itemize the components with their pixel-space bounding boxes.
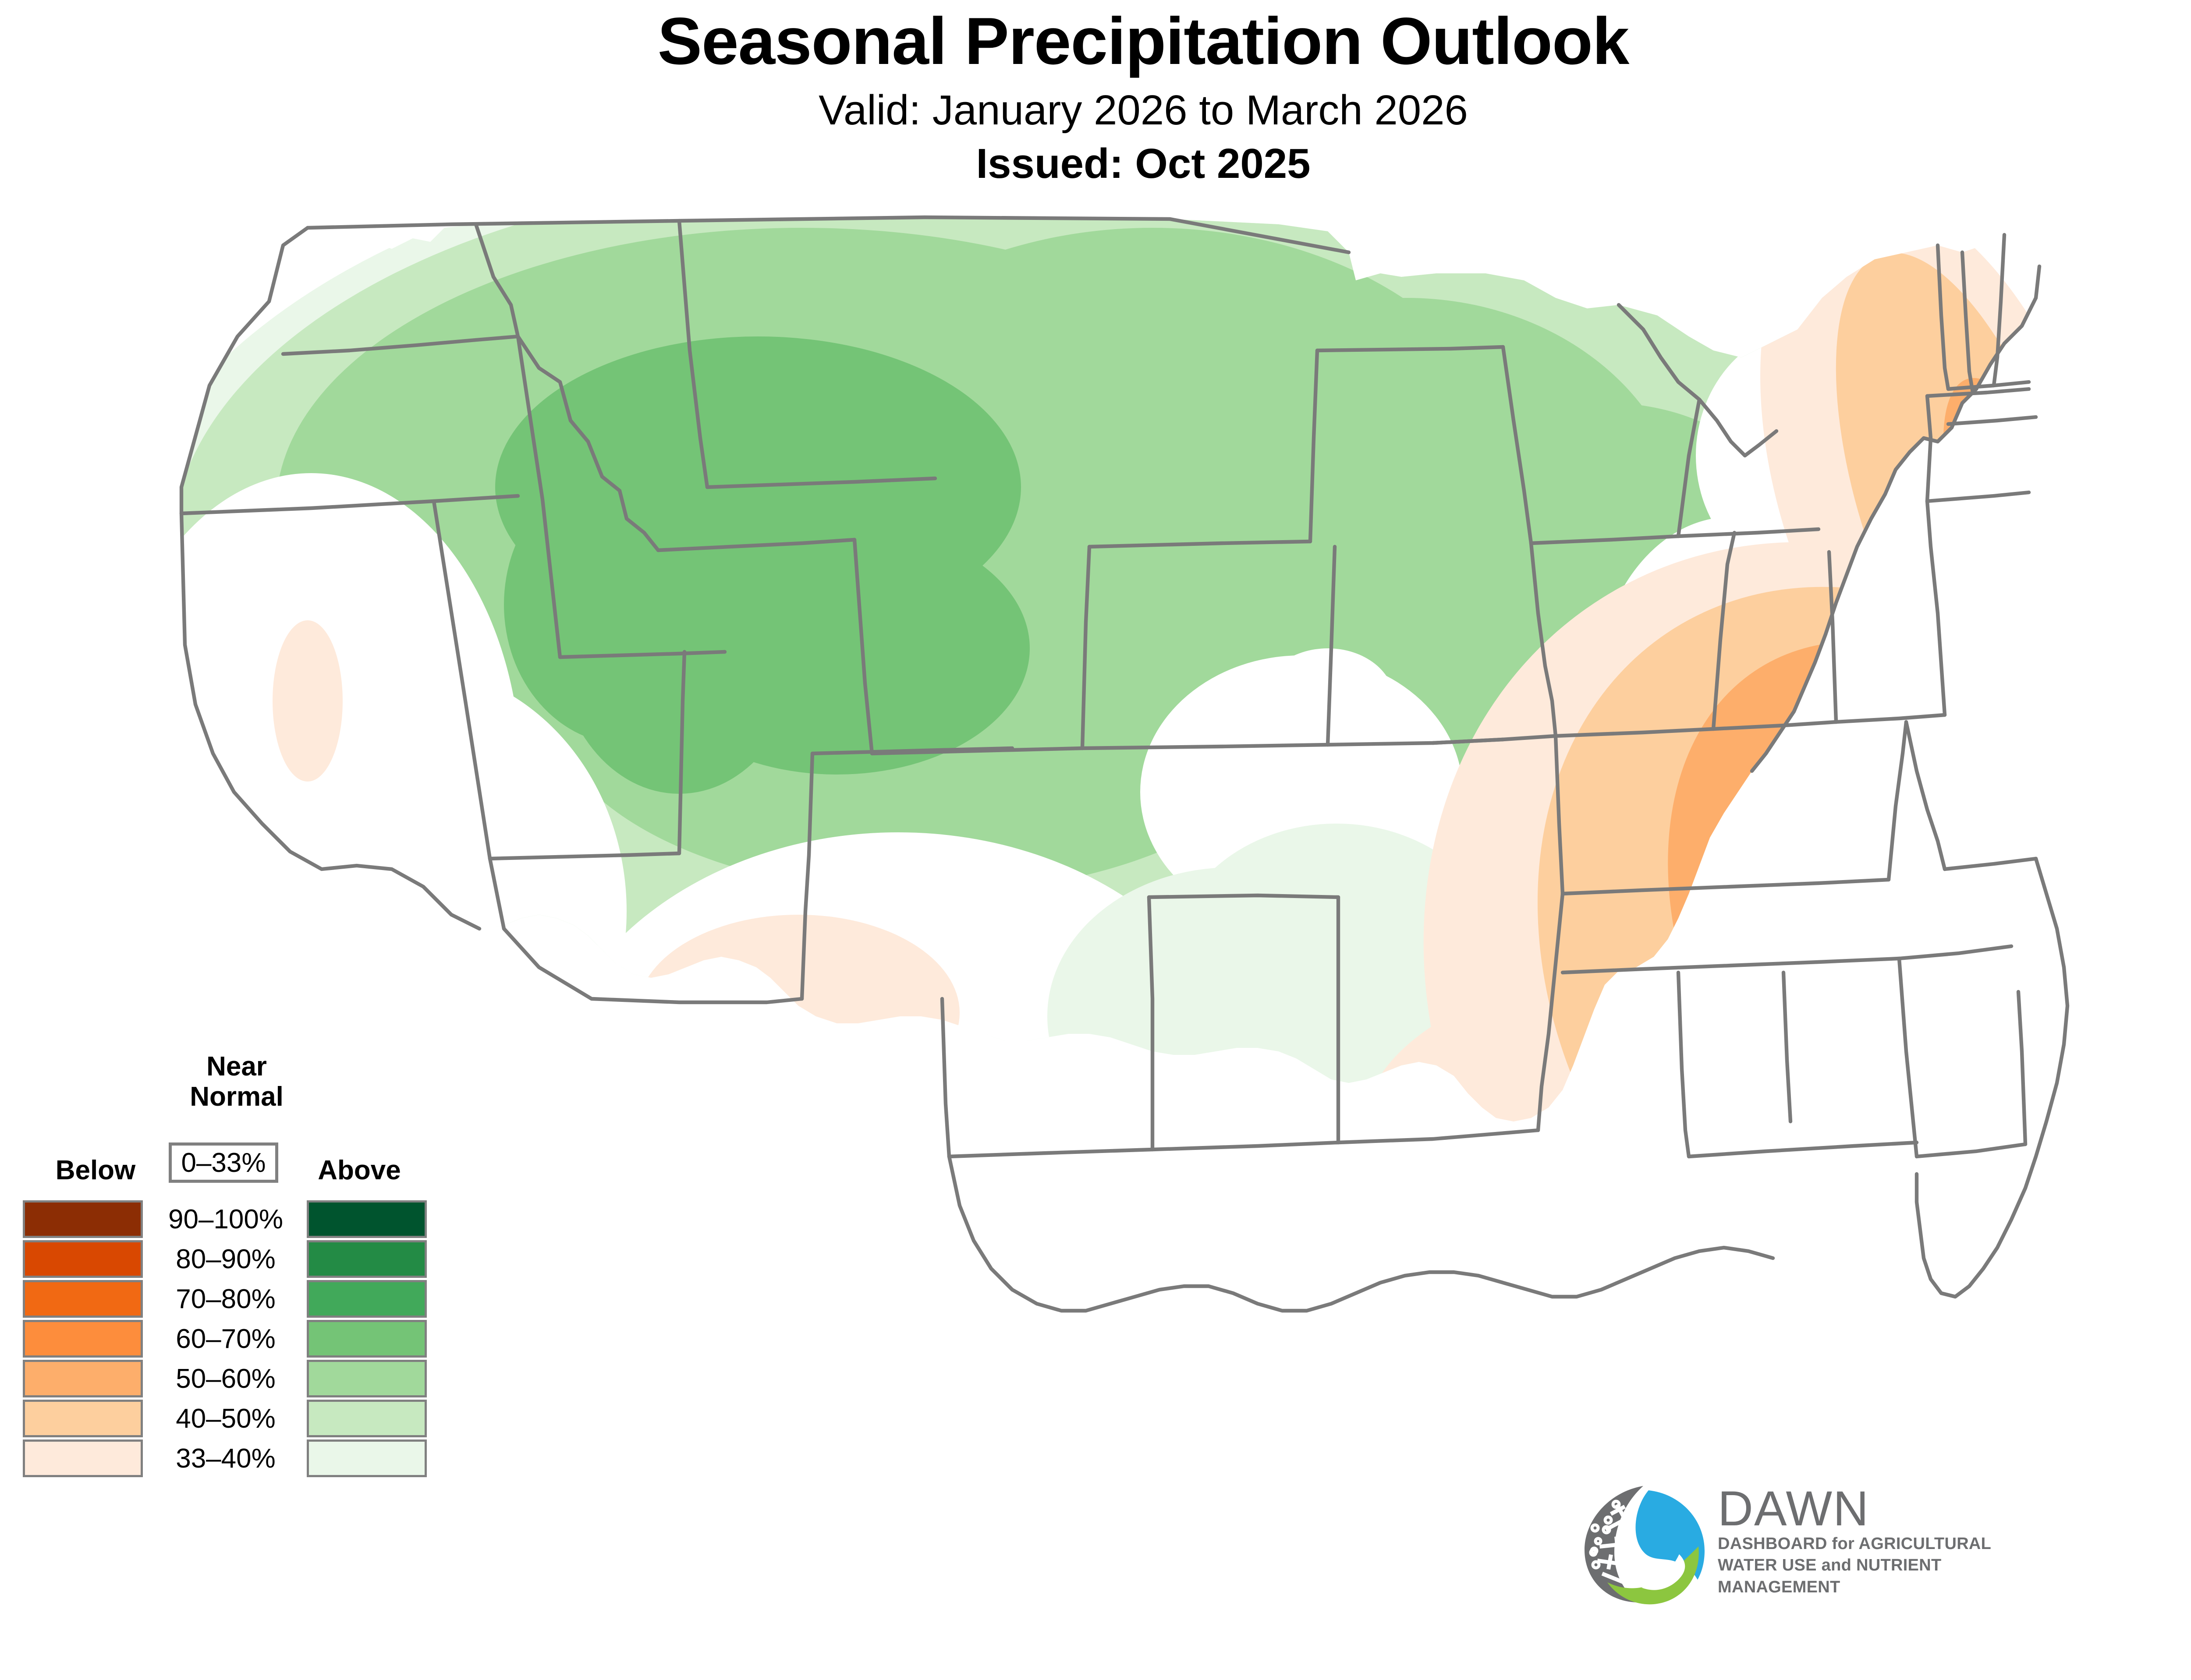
legend-below-header: Below [55, 1155, 136, 1185]
water-drop-shape [1635, 1490, 1705, 1580]
legend-range-label: 50–60% [176, 1363, 276, 1394]
issued-date-label: Issued: Oct 2025 [976, 140, 1311, 187]
legend-row: 70–80% [18, 1280, 438, 1318]
below-normal-60-70-core [1883, 1128, 2076, 1318]
dawn-wordmark: DAWN [1718, 1481, 1870, 1536]
circuit-nodes [1589, 1500, 1626, 1570]
legend-swatch-above [307, 1400, 427, 1437]
legend-range-label: 40–50% [176, 1403, 276, 1434]
legend-row: 50–60% [18, 1360, 438, 1397]
legend-row: 90–100% [18, 1200, 438, 1238]
state-boundaries-layer [179, 215, 2070, 1313]
precipitation-outlook-map[interactable] [101, 175, 2169, 1472]
probability-legend: Near Normal 0–33% Below Above 90–100% 80–9… [18, 1051, 438, 1665]
legend-swatch-above [307, 1320, 427, 1358]
legend-range-label: 70–80% [176, 1284, 276, 1314]
legend-swatch-above [307, 1360, 427, 1397]
page-title: Seasonal Precipitation Outlook [657, 4, 1630, 78]
legend-above-header: Above [318, 1155, 401, 1185]
leaf-notch [1641, 1554, 1685, 1590]
near-normal-value-box: 0–33% [169, 1142, 278, 1183]
legend-swatch-above [307, 1280, 427, 1318]
legend-swatch-below [23, 1400, 143, 1437]
near-normal-label: Near Normal [190, 1051, 284, 1112]
legend-range-label: 60–70% [176, 1323, 276, 1354]
dawn-tagline-line1: DASHBOARD for AGRICULTURAL [1718, 1535, 1992, 1553]
legend-swatch-above [307, 1240, 427, 1278]
legend-swatch-above [307, 1439, 427, 1477]
legend-swatch-below [23, 1240, 143, 1278]
valid-period-label: Valid: January 2026 to March 2026 [819, 87, 1468, 134]
legend-swatch-below [23, 1280, 143, 1318]
legend-range-label: 33–40% [176, 1443, 276, 1474]
legend-swatch-below [23, 1200, 143, 1238]
legend-swatch-below [23, 1320, 143, 1358]
legend-row: 60–70% [18, 1320, 438, 1358]
conus-map-svg[interactable] [101, 175, 2169, 1472]
legend-row: 33–40% [18, 1439, 438, 1477]
dawn-tagline-line2: WATER USE and NUTRIENT MANAGEMENT [1718, 1556, 1942, 1596]
legend-row: 40–50% [18, 1400, 438, 1437]
legend-swatch-below [23, 1360, 143, 1397]
legend-swatch-above [307, 1200, 427, 1238]
legend-row: 80–90% [18, 1240, 438, 1278]
leaf-shape [1607, 1546, 1699, 1605]
page-header: Seasonal Precipitation Outlook Valid: Ja… [0, 0, 2191, 185]
dawn-emblem-icon [1585, 1486, 1705, 1605]
legend-swatch-below [23, 1439, 143, 1477]
legend-range-label: 90–100% [168, 1204, 284, 1234]
above-normal-60-70-core [495, 336, 1030, 794]
dawn-logo: DAWN DASHBOARD for AGRICULTURAL WATER US… [1578, 1481, 2024, 1612]
dawn-wordmark-block: DAWN DASHBOARD for AGRICULTURAL WATER US… [1718, 1484, 2024, 1598]
legend-range-label: 80–90% [176, 1244, 276, 1274]
